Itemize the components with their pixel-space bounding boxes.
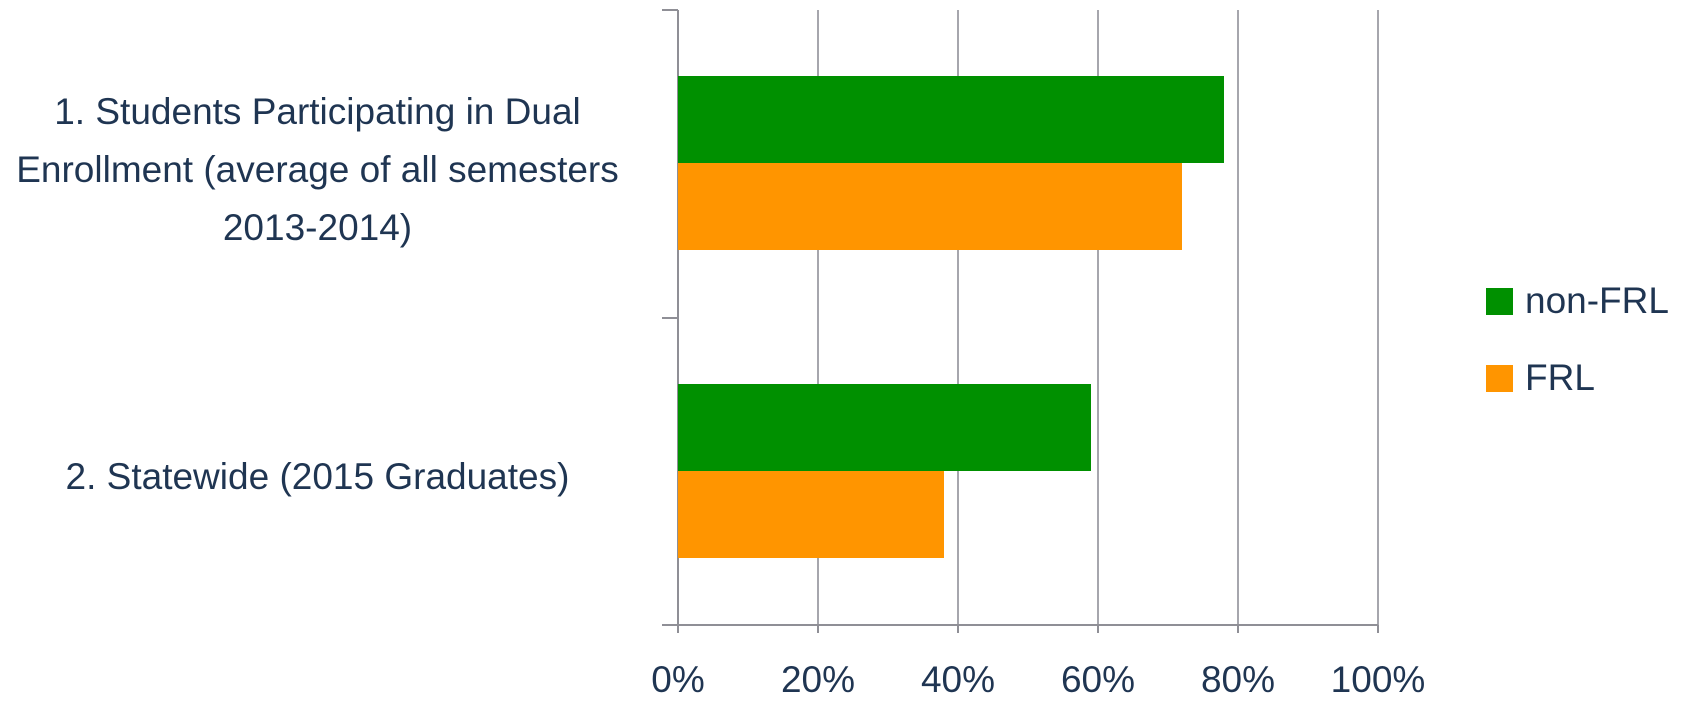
- x-tick-label: 20%: [781, 659, 855, 700]
- legend-swatch-frl: [1486, 364, 1513, 392]
- legend-label-non-frl: non-FRL: [1525, 280, 1669, 321]
- x-tick-label: 40%: [921, 659, 995, 700]
- x-tick-label: 80%: [1201, 659, 1275, 700]
- bar-frl-1: [678, 163, 1182, 250]
- category-label-statewide: 2. Statewide (2015 Graduates): [65, 456, 570, 497]
- bar-non-frl-1: [678, 76, 1224, 163]
- legend-item-non-frl: non-FRL: [1486, 274, 1669, 328]
- x-tick-label: 100%: [1331, 659, 1426, 700]
- category-label-dual-enrollment: 1. Students Participating in Dual Enroll…: [16, 91, 619, 248]
- x-tick-label: 60%: [1061, 659, 1135, 700]
- x-tick-label: 0%: [651, 659, 704, 700]
- legend-swatch-non-frl: [1486, 287, 1513, 315]
- bar-frl-2: [678, 471, 944, 558]
- legend-label-frl: FRL: [1525, 357, 1595, 398]
- bar-non-frl-2: [678, 384, 1091, 471]
- legend: non-FRL FRL: [1486, 274, 1669, 428]
- legend-item-frl: FRL: [1486, 351, 1669, 405]
